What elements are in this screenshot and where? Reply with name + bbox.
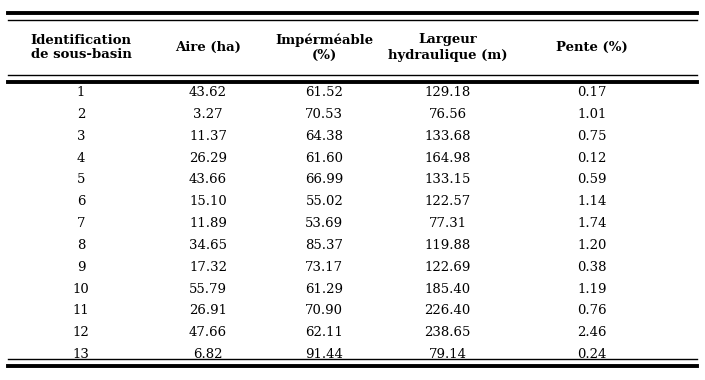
Text: 226.40: 226.40 [424,304,471,317]
Text: 122.69: 122.69 [424,261,471,274]
Text: Identification
de sous-basin: Identification de sous-basin [30,33,132,62]
Text: 1.20: 1.20 [577,239,607,252]
Text: 11.89: 11.89 [189,217,227,230]
Text: 12: 12 [73,326,90,339]
Text: 3.27: 3.27 [193,108,223,121]
Text: 62.11: 62.11 [305,326,343,339]
Text: 2: 2 [77,108,85,121]
Text: Aire (ha): Aire (ha) [175,41,241,54]
Text: 61.60: 61.60 [305,152,343,165]
Text: 79.14: 79.14 [429,348,467,361]
Text: 26.29: 26.29 [189,152,227,165]
Text: 1.14: 1.14 [577,195,607,208]
Text: 76.56: 76.56 [429,108,467,121]
Text: 15.10: 15.10 [189,195,227,208]
Text: 185.40: 185.40 [424,283,471,296]
Text: 7: 7 [77,217,85,230]
Text: 0.75: 0.75 [577,130,607,143]
Text: 6: 6 [77,195,85,208]
Text: 4: 4 [77,152,85,165]
Text: Pente (%): Pente (%) [556,41,628,54]
Text: 55.02: 55.02 [305,195,343,208]
Text: 66.99: 66.99 [305,173,343,187]
Text: 61.29: 61.29 [305,283,343,296]
Text: Largeur
hydraulique (m): Largeur hydraulique (m) [388,33,508,62]
Text: 11: 11 [73,304,90,317]
Text: 73.17: 73.17 [305,261,343,274]
Text: 238.65: 238.65 [424,326,471,339]
Text: 13: 13 [73,348,90,361]
Text: 64.38: 64.38 [305,130,343,143]
Text: 0.59: 0.59 [577,173,607,187]
Text: 133.15: 133.15 [424,173,471,187]
Text: 47.66: 47.66 [189,326,227,339]
Text: 1: 1 [77,86,85,99]
Text: 164.98: 164.98 [424,152,471,165]
Text: 0.38: 0.38 [577,261,607,274]
Text: 43.62: 43.62 [189,86,227,99]
Text: 43.66: 43.66 [189,173,227,187]
Text: 26.91: 26.91 [189,304,227,317]
Text: 129.18: 129.18 [424,86,471,99]
Text: 0.76: 0.76 [577,304,607,317]
Text: 119.88: 119.88 [424,239,471,252]
Text: 1.19: 1.19 [577,283,607,296]
Text: 122.57: 122.57 [424,195,471,208]
Text: 17.32: 17.32 [189,261,227,274]
Text: 85.37: 85.37 [305,239,343,252]
Text: 2.46: 2.46 [577,326,607,339]
Text: 11.37: 11.37 [189,130,227,143]
Text: 0.17: 0.17 [577,86,607,99]
Text: 77.31: 77.31 [429,217,467,230]
Text: 133.68: 133.68 [424,130,471,143]
Text: 9: 9 [77,261,85,274]
Text: 10: 10 [73,283,90,296]
Text: 0.24: 0.24 [577,348,607,361]
Text: 91.44: 91.44 [305,348,343,361]
Text: 3: 3 [77,130,85,143]
Text: 55.79: 55.79 [189,283,227,296]
Text: 70.90: 70.90 [305,304,343,317]
Text: 0.12: 0.12 [577,152,607,165]
Text: 53.69: 53.69 [305,217,343,230]
Text: 6.82: 6.82 [193,348,223,361]
Text: 5: 5 [77,173,85,187]
Text: 8: 8 [77,239,85,252]
Text: Impérméable
(%): Impérméable (%) [275,33,374,62]
Text: 70.53: 70.53 [305,108,343,121]
Text: 1.01: 1.01 [577,108,607,121]
Text: 34.65: 34.65 [189,239,227,252]
Text: 1.74: 1.74 [577,217,607,230]
Text: 61.52: 61.52 [305,86,343,99]
